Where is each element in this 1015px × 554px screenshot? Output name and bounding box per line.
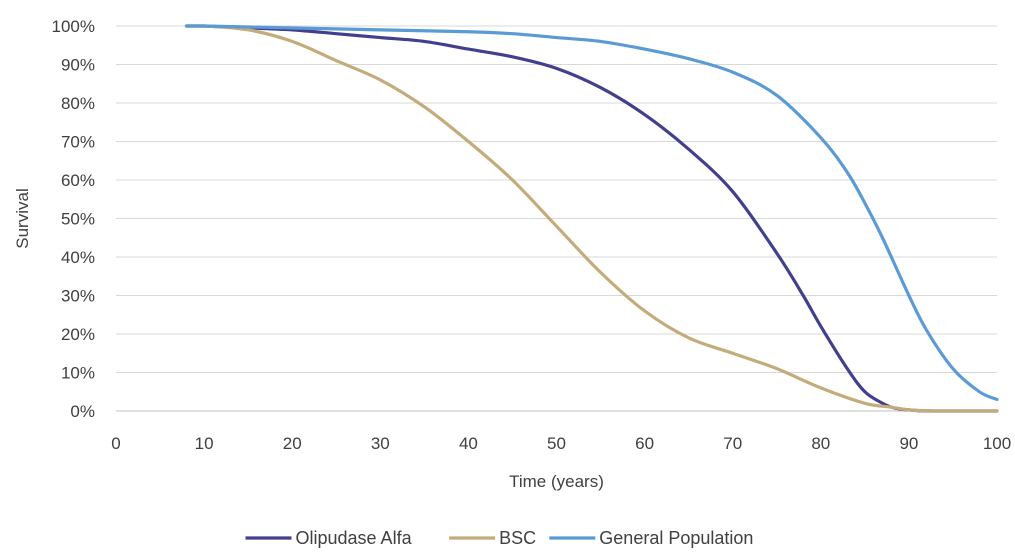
x-tick-label: 20 [283, 434, 302, 453]
y-tick-label: 80% [61, 94, 95, 113]
series-line-bsc [184, 24, 999, 413]
gridlines [116, 25, 997, 373]
x-tick-label: 90 [899, 434, 918, 453]
y-tick-label: 10% [61, 364, 95, 383]
x-tick-label: 40 [459, 434, 478, 453]
legend-label-general-population: General Population [599, 528, 753, 548]
x-tick-label: 60 [635, 434, 654, 453]
series-lines [184, 24, 999, 413]
x-tick-label: 70 [723, 434, 742, 453]
y-tick-label: 70% [61, 133, 95, 152]
y-tick-label: 40% [61, 248, 95, 267]
series-line-general-population [184, 24, 999, 402]
y-tick-label: 0% [70, 402, 95, 421]
y-tick-label: 50% [61, 210, 95, 229]
x-tick-label: 30 [371, 434, 390, 453]
y-axis-ticks: 0% 10% 20% 30% 40% 50% 60% 70% 80% 90% 100% [52, 17, 95, 421]
y-axis-label: Survival [13, 188, 32, 248]
x-tick-label: 0 [111, 434, 120, 453]
legend: Olipudase Alfa BSC General Population [245, 528, 753, 548]
y-tick-label: 100% [52, 17, 95, 36]
x-tick-label: 100 [983, 434, 1011, 453]
y-tick-label: 20% [61, 325, 95, 344]
x-tick-label: 10 [195, 434, 214, 453]
x-tick-label: 80 [811, 434, 830, 453]
y-tick-label: 30% [61, 287, 95, 306]
x-axis-ticks: 0 10 20 30 40 50 60 70 80 90 100 [111, 434, 1011, 453]
x-axis-label: Time (years) [509, 472, 604, 491]
y-tick-label: 90% [61, 56, 95, 75]
legend-label-olipudase-alfa: Olipudase Alfa [296, 528, 413, 548]
x-tick-label: 50 [547, 434, 566, 453]
y-tick-label: 60% [61, 171, 95, 190]
legend-label-bsc: BSC [499, 528, 536, 548]
